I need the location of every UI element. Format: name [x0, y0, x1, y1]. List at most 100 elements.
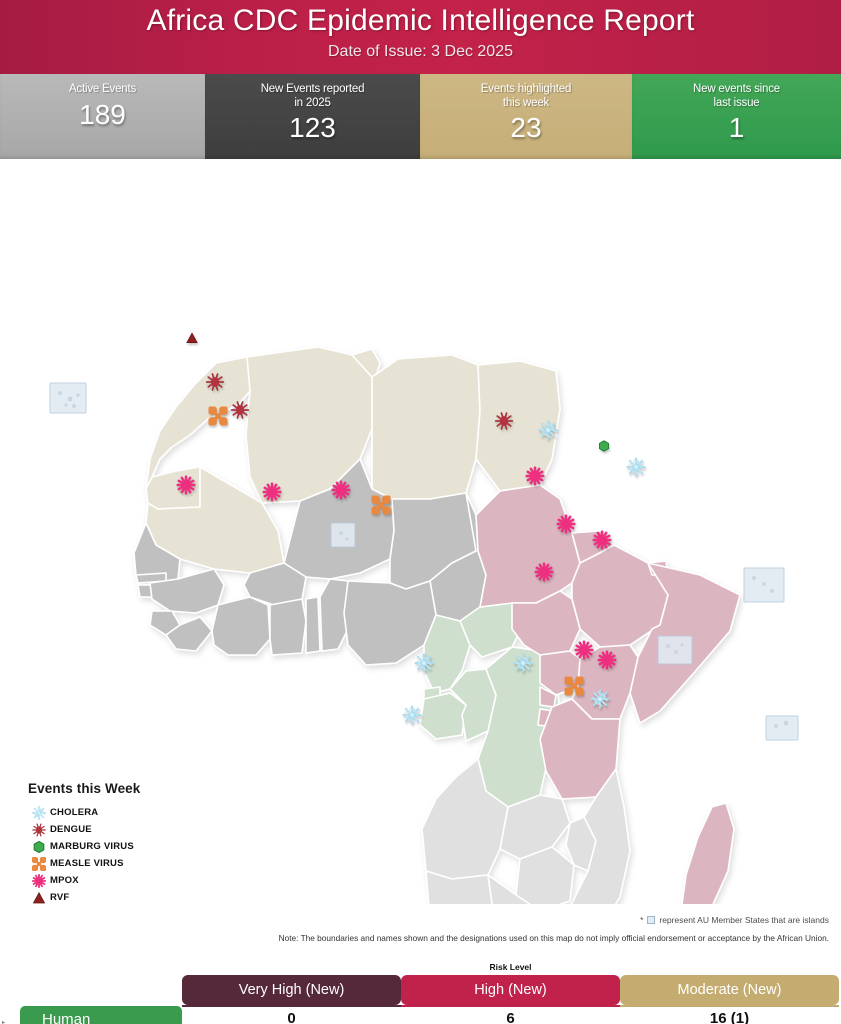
map-legend: Events this Week CHOLERA DENGUE MARBURG VI…	[28, 781, 218, 906]
kpi-value: 189	[79, 98, 126, 130]
map-marker-cholera[interactable]	[414, 653, 434, 673]
map-marker-mpox[interactable]	[534, 562, 554, 582]
measles-cluster-icon	[28, 855, 50, 872]
kpi-new-events-2025[interactable]: New Events reported in 2025 123	[205, 74, 420, 159]
kpi-label-line2: this week	[502, 96, 550, 109]
country-south-sudan	[511, 590, 581, 656]
risk-table-header: Very High (New) High (New) Moderate (New…	[182, 975, 839, 1005]
island-box-dots	[58, 391, 789, 728]
map-marker-mpox[interactable]	[597, 650, 617, 670]
legend-item-label: CHOLERA	[50, 807, 99, 818]
legend-item-label: MARBURG VIRUS	[50, 841, 134, 852]
country-ethiopia	[571, 544, 669, 648]
legend-item-label: MEASLE VIRUS	[50, 858, 124, 869]
risk-level-table: Risk Level Very High (New) High (New) Mo…	[0, 962, 841, 1024]
kpi-events-highlighted[interactable]: Events highlighted this week 23	[420, 74, 632, 159]
country-namibia	[425, 870, 493, 904]
kpi-label-line2: in 2025	[294, 96, 331, 109]
map-marker-mpox[interactable]	[574, 640, 594, 660]
risk-value-high: 6	[506, 1009, 515, 1024]
legend-item-cholera[interactable]: CHOLERA	[28, 804, 218, 821]
legend-item-label: DENGUE	[50, 824, 92, 835]
map-marker-dengue[interactable]	[230, 401, 250, 420]
map-marker-mpox[interactable]	[331, 480, 351, 500]
kpi-strip: Active Events 189 New Events reported in…	[0, 74, 841, 159]
country-gabon	[419, 692, 467, 740]
map-marker-measle-virus[interactable]	[563, 675, 585, 697]
risk-column-high[interactable]: High (New)	[401, 975, 620, 1005]
legend-title: Events this Week	[28, 781, 141, 796]
map-marker-dengue[interactable]	[205, 373, 225, 392]
risk-table-divider	[182, 1005, 839, 1007]
country-madagascar	[681, 802, 735, 904]
rvf-triangle-icon	[28, 889, 50, 906]
map-marker-mpox[interactable]	[556, 514, 576, 534]
legend-item-marburg-virus[interactable]: MARBURG VIRUS	[28, 838, 218, 855]
legend-item-label: RVF	[50, 892, 70, 903]
kpi-label: New Events reported	[260, 83, 365, 95]
map-marker-rvf[interactable]	[186, 332, 199, 345]
country-cote-divoire	[211, 596, 271, 656]
report-header: Africa CDC Epidemic Intelligence Report …	[0, 0, 841, 74]
country-ghana	[269, 598, 307, 656]
row-marker: ▸	[2, 1020, 6, 1024]
risk-level-caption: Risk Level	[489, 962, 532, 972]
map-marker-marburg-virus[interactable]	[598, 440, 611, 453]
kpi-label: New events since	[693, 83, 780, 95]
legend-item-label: MPOX	[50, 875, 79, 886]
dengue-mosquito-icon	[28, 821, 50, 838]
island-box-comoros	[657, 635, 693, 665]
country-nigeria	[343, 580, 437, 666]
footnote-disclaimer: Note: The boundaries and names shown and…	[278, 933, 829, 943]
kpi-active-events[interactable]: Active Events 189	[0, 74, 205, 159]
island-box-sao-tome	[330, 522, 356, 548]
legend-item-rvf[interactable]: RVF	[28, 889, 218, 906]
legend-item-dengue[interactable]: DENGUE	[28, 821, 218, 838]
map-marker-cholera[interactable]	[590, 689, 610, 709]
map-marker-mpox[interactable]	[525, 466, 545, 486]
risk-row-label-human: Human	[20, 1006, 182, 1024]
map-marker-mpox[interactable]	[592, 530, 612, 550]
africa-map[interactable]: Events this Week CHOLERA DENGUE MARBURG VI…	[0, 159, 841, 904]
map-marker-cholera[interactable]	[538, 420, 558, 440]
map-marker-dengue[interactable]	[494, 412, 514, 431]
legend-item-measle-virus[interactable]: MEASLE VIRUS	[28, 855, 218, 872]
page-title: Africa CDC Epidemic Intelligence Report	[146, 4, 695, 37]
kpi-label: Events highlighted	[480, 83, 572, 95]
island-swatch-icon	[647, 916, 656, 924]
map-marker-cholera[interactable]	[402, 705, 422, 725]
risk-value-moderate: 16 (1)	[709, 1009, 750, 1024]
risk-value-very-high: 0	[287, 1009, 296, 1024]
kpi-value: 23	[510, 112, 542, 143]
country-togo	[305, 596, 321, 654]
kpi-new-events-since-last-issue[interactable]: New events since last issue 1	[632, 74, 841, 159]
kpi-label-line2: last issue	[713, 96, 760, 109]
country-mozambique	[570, 768, 631, 904]
marburg-hexagon-icon	[28, 838, 50, 855]
map-marker-mpox[interactable]	[262, 482, 282, 502]
mpox-virus-icon	[28, 872, 50, 889]
country-botswana	[487, 874, 531, 904]
map-marker-measle-virus[interactable]	[207, 405, 229, 427]
footnote-islands: * represent AU Member States that are is…	[640, 915, 829, 925]
map-marker-mpox[interactable]	[176, 475, 196, 495]
risk-row-values: 0 6 16 (1)	[182, 1006, 839, 1024]
footnote-islands-text: represent AU Member States that are isla…	[659, 915, 829, 925]
map-marker-measle-virus[interactable]	[370, 494, 392, 516]
kpi-value: 1	[728, 112, 745, 143]
country-egypt	[475, 360, 561, 492]
country-libya	[371, 354, 481, 500]
risk-column-moderate[interactable]: Moderate (New)	[620, 975, 839, 1005]
country-zambia	[499, 794, 571, 860]
legend-item-mpox[interactable]: MPOX	[28, 872, 218, 889]
island-box-mauritius	[765, 715, 799, 741]
map-marker-cholera[interactable]	[513, 653, 533, 673]
issue-date: Date of Issue: 3 Dec 2025	[328, 43, 513, 60]
country-kenya	[571, 644, 639, 720]
country-sudan	[475, 484, 581, 608]
map-marker-cholera[interactable]	[626, 457, 646, 477]
footnote-asterisk: *	[640, 915, 644, 925]
kpi-value: 123	[289, 112, 336, 143]
risk-column-very-high[interactable]: Very High (New)	[182, 975, 401, 1005]
